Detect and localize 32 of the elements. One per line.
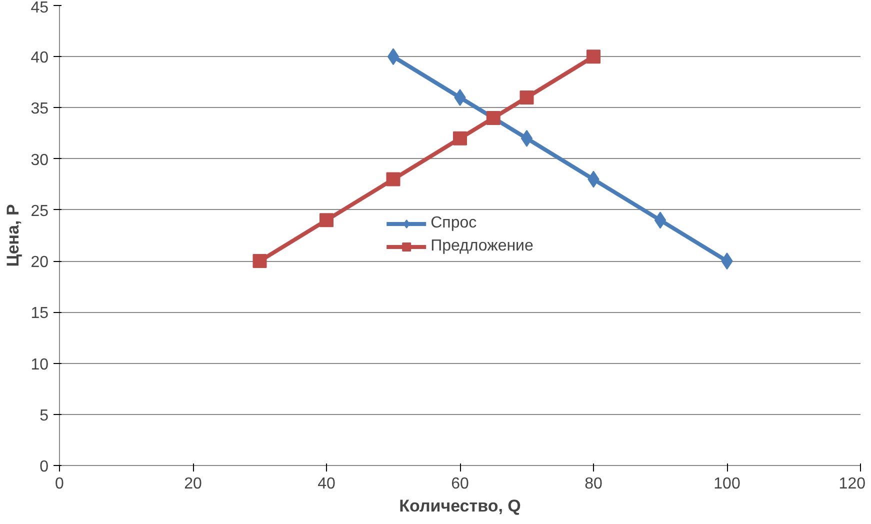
point [252,254,267,268]
point [520,130,533,147]
legend-label: Предложение [430,238,534,256]
x-tick-label: 40 [318,476,336,492]
y-tick-label: 20 [30,254,49,272]
y-tick-label: 45 [30,0,49,16]
y-tick-label: 40 [30,50,49,67]
y-tick-label: 10 [30,356,49,374]
x-tick-label: 20 [184,476,202,492]
point [520,90,534,104]
point [486,110,500,125]
y-tick-label: 30 [30,152,49,169]
x-tick-label: 100 [714,476,740,492]
y-tick-label: 35 [30,100,49,118]
x-tick-label: 60 [451,476,469,492]
point [586,50,600,64]
point [320,213,334,228]
x-tick-label: 0 [55,476,64,492]
x-axis-title: Количество, Q [399,496,521,516]
point [453,131,467,146]
point [387,48,400,66]
point [654,212,666,229]
y-tick-label: 5 [40,407,49,424]
point [386,172,400,186]
y-tick-label: 0 [40,458,49,476]
y-tick-label: 15 [30,305,49,322]
point [454,89,466,106]
x-tick-label: 120 [838,476,866,492]
y-axis-title: Цена, P [4,204,23,267]
y-tick-label: 25 [30,202,49,220]
x-tick-label: 80 [584,476,602,492]
legend-label: Спрос [430,214,477,232]
